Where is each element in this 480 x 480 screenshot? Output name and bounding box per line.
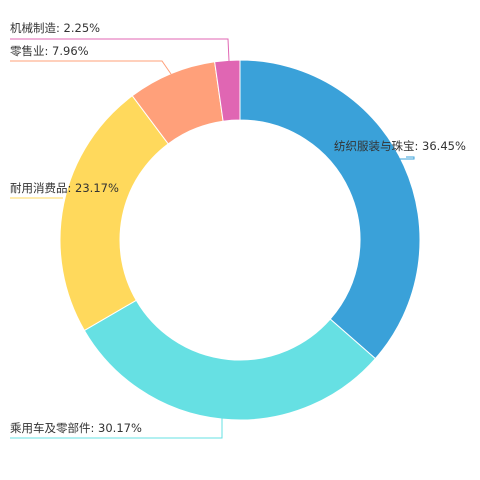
slice-label-0: 纺织服装与珠宝: 36.45% bbox=[334, 139, 466, 153]
leader-line-3 bbox=[10, 60, 172, 75]
leader-line-1 bbox=[10, 414, 223, 439]
slice-1[interactable] bbox=[83, 299, 377, 421]
leader-lines-group bbox=[10, 38, 415, 439]
slice-label-3: 零售业: 7.96% bbox=[10, 44, 89, 58]
slice-4[interactable] bbox=[214, 59, 241, 122]
slice-label-2: 耐用消费品: 23.17% bbox=[10, 181, 119, 195]
slices-group bbox=[59, 59, 421, 421]
slice-label-1: 乘用车及零部件: 30.17% bbox=[10, 421, 142, 435]
slice-label-4: 机械制造: 2.25% bbox=[10, 21, 100, 35]
leader-line-4 bbox=[10, 38, 230, 62]
labels-group: 纺织服装与珠宝: 36.45% 乘用车及零部件: 30.17% 耐用消费品: 23.… bbox=[10, 21, 466, 435]
leader-line-0 bbox=[334, 156, 415, 160]
slice-2[interactable] bbox=[59, 95, 169, 332]
slice-0[interactable] bbox=[239, 59, 421, 360]
